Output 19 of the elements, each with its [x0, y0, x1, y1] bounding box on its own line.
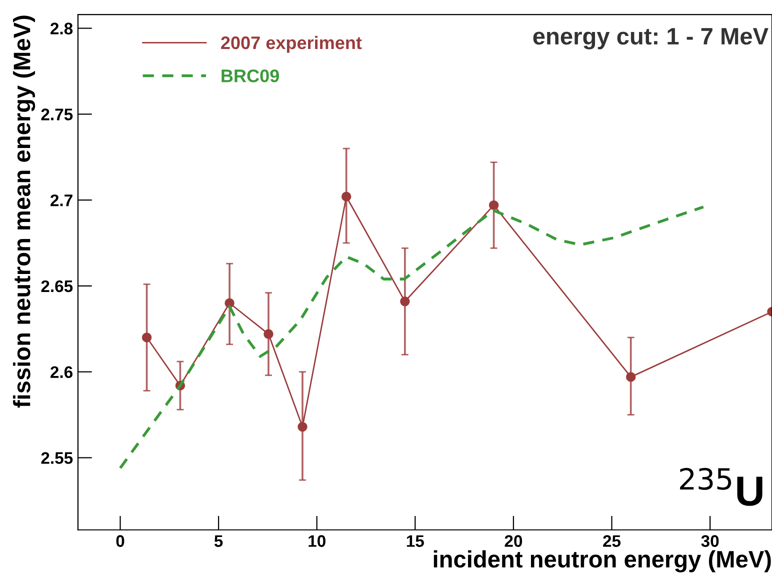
- annotation: energy cut: 1 - 7 MeV: [533, 28, 768, 50]
- y-tick-label: 2.75: [41, 108, 73, 120]
- x-tick-label: 0: [116, 535, 124, 547]
- y-tick-label: 2.65: [41, 280, 73, 292]
- x-tick-label: 10: [308, 535, 326, 547]
- x-tick-label: 30: [701, 535, 719, 547]
- x-axis-title: incident neutron energy (MeV): [434, 550, 771, 572]
- x-tick-label: 15: [406, 535, 424, 547]
- y-tick-label: 2.7: [50, 194, 72, 206]
- y-tick-label: 2.55: [41, 452, 73, 464]
- y-tick-label: 2.6: [50, 366, 73, 378]
- legend-label: BRC09: [222, 69, 279, 82]
- annotation: $^{235}$U: [680, 468, 762, 506]
- y-axis-title: fission neutron mean energy (MeV): [13, 16, 36, 408]
- x-tick-label: 5: [214, 535, 223, 547]
- legend-label: 2007 experiment: [221, 36, 362, 53]
- x-tick-label: 20: [504, 535, 522, 547]
- x-tick-label: 25: [603, 535, 621, 547]
- y-tick-label: 2.8: [50, 22, 73, 34]
